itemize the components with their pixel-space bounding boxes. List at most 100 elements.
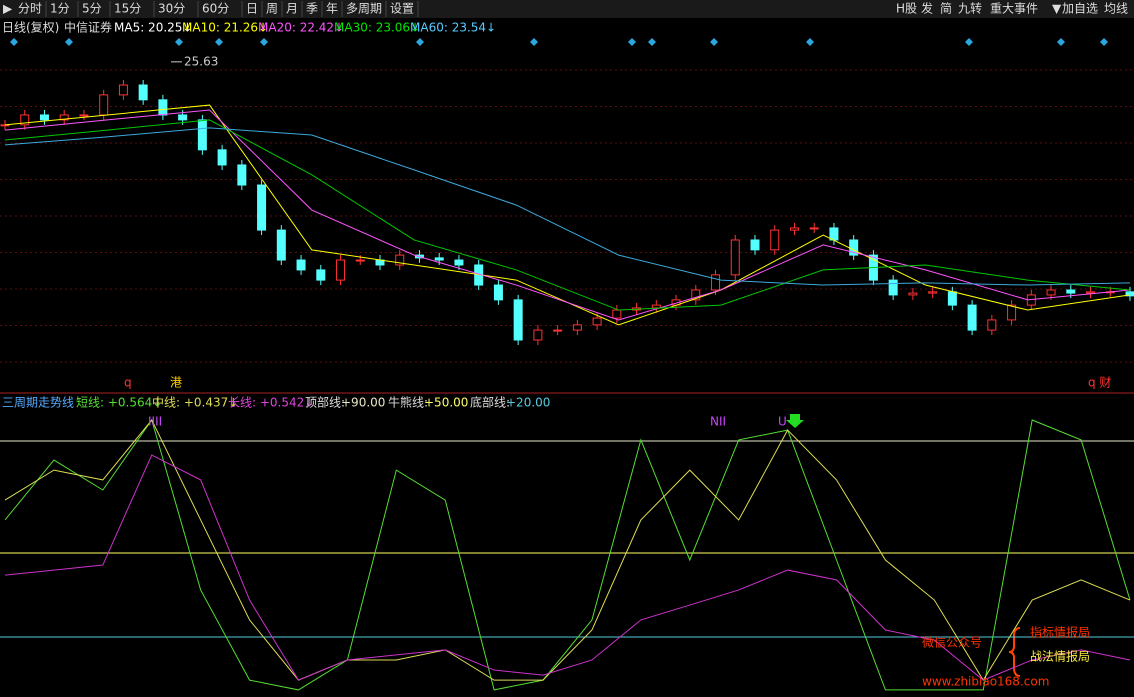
marker: q [124, 376, 132, 390]
ma-label: MA60: 23.54↓ [410, 21, 496, 35]
candle [355, 259, 365, 262]
candle [434, 257, 444, 261]
watermark-wechat: 微信公众号 [922, 636, 982, 650]
indicator-line [4, 418, 1131, 691]
toolbar-button[interactable]: 多周期 [346, 2, 382, 16]
candle [99, 94, 109, 116]
candle [533, 329, 543, 341]
candle [592, 317, 602, 326]
candle [395, 254, 405, 266]
candle [730, 239, 740, 276]
candle [316, 269, 326, 281]
signal: IIII [148, 415, 162, 429]
candle [276, 229, 286, 261]
signal-arrow [786, 414, 804, 428]
level-name: 顶部线: [305, 395, 345, 410]
marker: 港 [170, 376, 182, 390]
toolbar-button[interactable]: 重大事件 [990, 2, 1038, 16]
candle [908, 292, 918, 296]
toolbar-button[interactable]: 日 [246, 2, 258, 16]
toolbar-button[interactable]: 30分 [158, 2, 185, 16]
toolbar-button[interactable]: 分时 [18, 2, 42, 16]
max-label: 25.63 [184, 54, 218, 68]
period: 日线(复权) [2, 21, 59, 35]
candle [1066, 289, 1076, 294]
candle [888, 279, 898, 296]
ma-line [4, 127, 1131, 286]
ma-label: MA10: 21.26↓ [182, 21, 268, 35]
indicator-name: 三周期走势线 [2, 396, 74, 410]
watermark-name: 指标情报局 [1030, 625, 1090, 640]
toolbar-icon: ▶ [3, 2, 13, 16]
toolbar-button[interactable]: 1分 [50, 2, 70, 16]
candle [20, 114, 30, 126]
candle [1125, 291, 1134, 297]
toolbar-button[interactable]: 简 [940, 2, 952, 16]
toolbar-button[interactable]: 加自选 [1062, 2, 1098, 16]
candle [789, 227, 799, 231]
toolbar-button[interactable]: 月 [286, 2, 298, 16]
candle [651, 304, 661, 309]
candle [829, 227, 839, 241]
ma-line [4, 119, 1131, 311]
toolbar-button[interactable]: 设置 [390, 2, 414, 16]
indicator-line [4, 419, 1131, 682]
ma-label: MA30: 23.06↓ [334, 21, 420, 35]
candle [454, 259, 464, 266]
candle [118, 84, 128, 96]
toolbar-button[interactable]: 九转 [958, 1, 982, 16]
candle [513, 299, 523, 341]
level-name: 牛熊线: [388, 395, 428, 410]
candle [79, 114, 89, 117]
candle [197, 119, 207, 151]
candle [711, 274, 721, 291]
candle [178, 114, 188, 121]
candle [493, 284, 503, 301]
candle [237, 164, 247, 186]
toolbar-button[interactable]: 周 [266, 2, 278, 16]
candle [1046, 289, 1056, 296]
candle [809, 227, 819, 230]
candle [928, 291, 938, 294]
candle [691, 289, 701, 301]
toolbar-button[interactable]: 年 [326, 2, 338, 16]
marker: q 财 [1088, 376, 1111, 390]
candle [750, 239, 760, 251]
toolbar-button[interactable]: H股 [896, 2, 917, 16]
candle [1007, 304, 1017, 321]
toolbar-button[interactable]: 15分 [114, 2, 141, 16]
toolbar-button[interactable]: 均线 [1104, 2, 1128, 16]
candle [987, 319, 997, 331]
level-value: +90.00 [341, 396, 385, 410]
candle [138, 84, 148, 101]
indicator-legend: 短线: +0.564↓ [76, 396, 162, 410]
level-value: +50.00 [424, 396, 468, 410]
candle [947, 291, 957, 306]
candle [296, 259, 306, 271]
level-name: 底部线: [470, 395, 510, 410]
candle [336, 259, 346, 281]
watermark-name: 战法情报局 [1030, 649, 1090, 664]
toolbar-button[interactable]: 5分 [82, 2, 102, 16]
ma-label: MA5: 20.25↓ [114, 21, 192, 35]
indicator-legend: 中线: +0.437↓ [152, 395, 238, 410]
stock-name: 中信证券 [64, 20, 112, 35]
candle [572, 324, 582, 331]
candle [217, 149, 227, 166]
candle [553, 329, 563, 332]
ma-label: MA20: 22.42↓ [258, 21, 344, 35]
candle [612, 309, 622, 319]
toolbar-button[interactable]: 发 [921, 1, 933, 16]
candle [158, 99, 168, 116]
toolbar-button[interactable]: 季 [306, 2, 318, 16]
signal: NII [710, 415, 726, 429]
toolbar-button[interactable]: 60分 [202, 2, 229, 16]
candle [39, 114, 49, 121]
candle [770, 229, 780, 251]
candle [967, 304, 977, 331]
signal: U [778, 415, 787, 429]
ma-line [4, 109, 1131, 321]
indicator-line [4, 454, 1131, 681]
watermark-url: www.zhibiao168.com [922, 675, 1049, 689]
